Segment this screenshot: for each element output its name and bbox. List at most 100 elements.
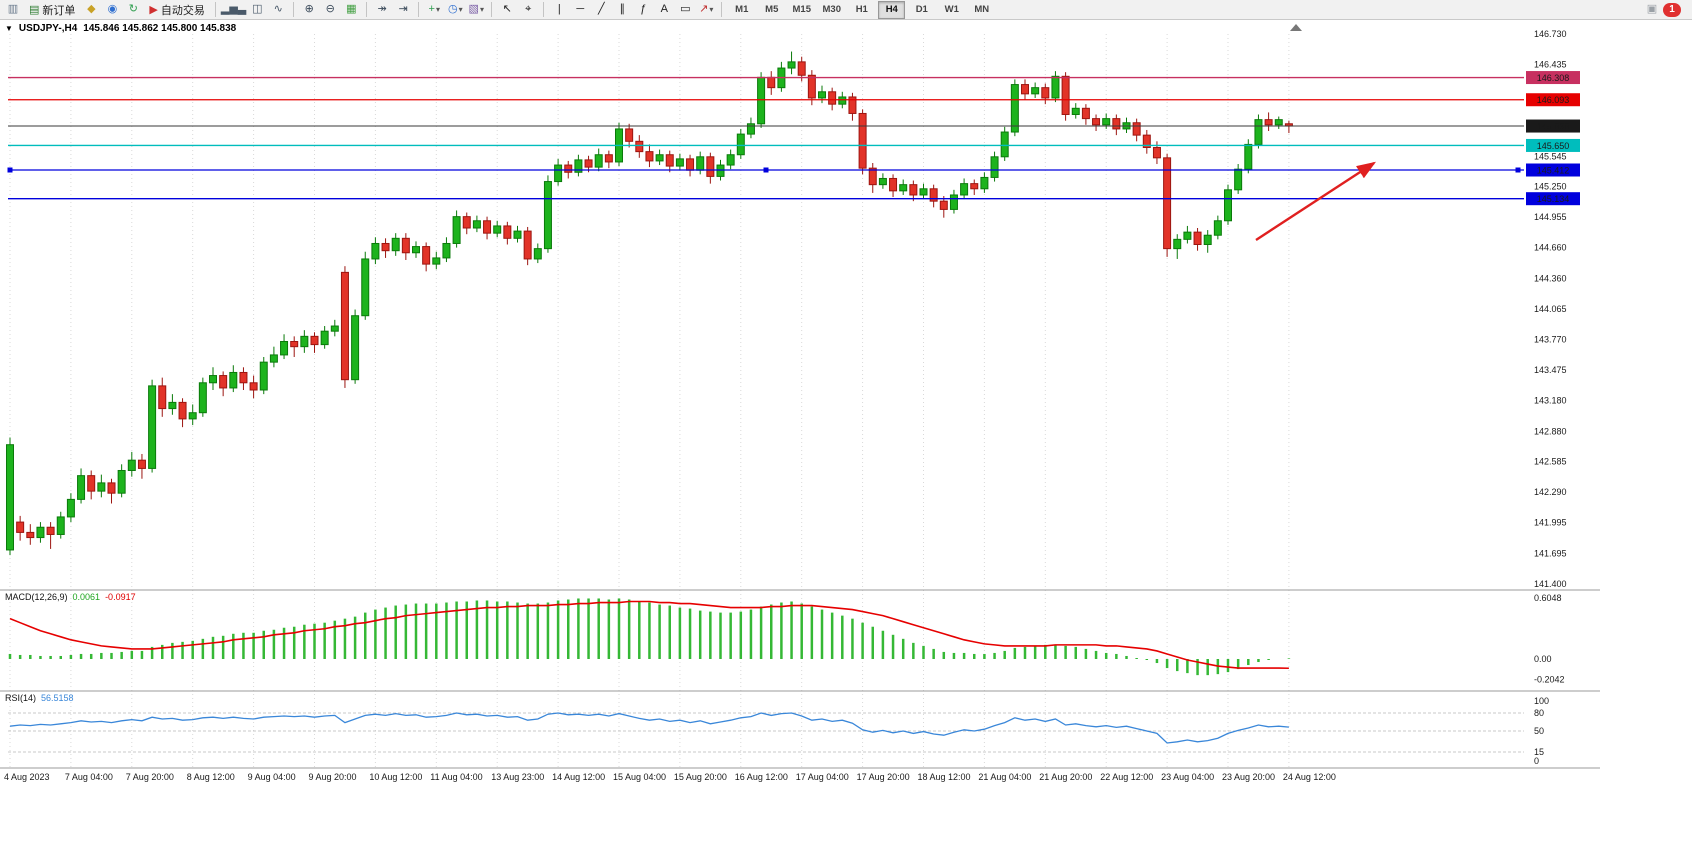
svg-text:144.660: 144.660	[1534, 243, 1567, 253]
timeframe-M5[interactable]: M5	[765, 3, 779, 15]
svg-text:17 Aug 04:00: 17 Aug 04:00	[796, 772, 849, 782]
tile-windows-icon[interactable]: ▦	[346, 2, 357, 15]
arrows-tool-icon[interactable]: ↗▾	[699, 2, 714, 15]
candle-body	[87, 475, 96, 492]
candle-body	[594, 154, 603, 168]
candle-body	[980, 176, 989, 190]
new-chart-icon[interactable]: ▥	[7, 2, 19, 15]
timeframe-D1[interactable]: D1	[915, 3, 928, 15]
channel-tool-icon[interactable]: ∥	[619, 2, 626, 15]
candle-body	[26, 531, 35, 539]
candle-body	[462, 216, 471, 229]
svg-text:16 Aug 12:00: 16 Aug 12:00	[735, 772, 788, 782]
refresh-icon[interactable]: ↻	[128, 2, 139, 15]
timeframe-M30[interactable]: M30	[822, 3, 841, 15]
hline-handle[interactable]	[7, 167, 13, 173]
vertical-line-tool-icon[interactable]: |	[557, 2, 561, 15]
chart-canvas[interactable]: 146.730 146.435 145.545 145.250 144.955 144.6…	[0, 20, 1692, 851]
price-axis[interactable]: 146.730 146.435 145.545 145.250 144.955 144.6…	[1534, 29, 1567, 589]
svg-text:0.6048: 0.6048	[1534, 593, 1562, 603]
candle-body	[1193, 231, 1202, 246]
timeframe-MN[interactable]: MN	[974, 3, 990, 15]
candle-body	[1031, 87, 1040, 95]
templates-icon[interactable]: ▧▾	[468, 2, 484, 15]
timeframe-W1[interactable]: W1	[944, 3, 959, 15]
candle-body	[188, 412, 197, 420]
candle-body	[949, 194, 958, 210]
candle-body	[675, 158, 684, 167]
candle-body	[401, 237, 410, 254]
candle-body	[564, 164, 573, 173]
arrow-annotation[interactable]	[1255, 161, 1377, 242]
svg-text:15 Aug 20:00: 15 Aug 20:00	[674, 772, 727, 782]
svg-text:143.180: 143.180	[1534, 395, 1567, 405]
svg-text:21 Aug 04:00: 21 Aug 04:00	[978, 772, 1031, 782]
candle-body	[1010, 84, 1019, 133]
candle-body	[432, 257, 441, 265]
candle-body	[625, 128, 634, 142]
cursor-icon[interactable]: ↖	[502, 2, 512, 15]
chart-shift-marker[interactable]	[1290, 24, 1302, 31]
timeframe-M1[interactable]: M1	[735, 3, 749, 15]
candle-body	[412, 246, 420, 254]
timeframe-H1[interactable]: H1	[855, 3, 868, 15]
fibonacci-tool-icon[interactable]: ƒ	[640, 2, 647, 15]
periods-icon[interactable]: ◷▾	[447, 2, 463, 15]
candle-body	[818, 91, 826, 99]
timeframe-M15[interactable]: M15	[792, 3, 811, 15]
price-badge	[1526, 138, 1580, 152]
arrows-tool-dropdown-icon[interactable]: ▾	[709, 4, 714, 14]
hline-handle[interactable]	[763, 167, 769, 173]
line-chart-icon[interactable]: ∿	[273, 2, 283, 15]
notification-badge[interactable]: 1	[1663, 2, 1681, 17]
candle-body	[178, 401, 187, 420]
zoom-in-icon[interactable]: ⊕	[304, 2, 314, 15]
svg-text:145.838: 145.838	[1537, 122, 1570, 132]
candle-body	[340, 271, 349, 381]
timeframe-H4[interactable]: H4	[878, 0, 906, 19]
candle-body	[574, 159, 583, 173]
candle-body	[1183, 231, 1192, 240]
indicators-icon[interactable]: +▾	[428, 2, 440, 15]
horizontal-line-tool-icon[interactable]: ─	[576, 2, 585, 15]
profiles-icon[interactable]: ◆	[87, 2, 96, 15]
chart-menu-icon[interactable]: ▼	[5, 24, 13, 33]
text-tool-icon[interactable]: A	[660, 2, 668, 15]
crosshair-icon[interactable]: ⌖	[525, 2, 532, 15]
notification-icon[interactable]: ▣	[1646, 2, 1658, 15]
market-watch-icon[interactable]: ◉	[107, 2, 118, 15]
candle-body	[828, 91, 837, 105]
svg-text:145.412: 145.412	[1537, 166, 1570, 176]
new-order-button[interactable]: ▤ 新订单	[24, 1, 80, 19]
trendline-tool-icon[interactable]: ╱	[597, 2, 605, 15]
toolbar: ▥ ▤ 新订单 ◆ ◉ ↻ ▶ 自动交易 ▂▅▃ ◫ ∿ ⊕ ⊖ ▦ ↠ ⇥ +▾ ◷▾ ▧▾ ↖ ⌖ | ─ ╱ ∥ ƒ A ▭ ↗▾…	[0, 0, 1692, 20]
candlestick-chart-icon[interactable]: ◫	[252, 2, 263, 15]
candle-body	[391, 237, 400, 252]
label-tool-icon[interactable]: ▭	[680, 2, 691, 15]
candle-body	[889, 177, 898, 192]
svg-text:143.770: 143.770	[1534, 334, 1567, 344]
time-axis[interactable]: 4 Aug 2023 7 Aug 04:00 7 Aug 20:00 8 Aug 12…	[4, 772, 1336, 782]
bar-chart-icon[interactable]: ▂▅▃	[220, 2, 247, 15]
zoom-out-icon[interactable]: ⊖	[325, 2, 335, 15]
candle-body	[1254, 119, 1263, 145]
rsi-line	[9, 712, 1289, 744]
candle-body	[767, 76, 776, 89]
candle-body	[219, 375, 228, 389]
svg-text:144.955: 144.955	[1534, 212, 1567, 222]
auto-scroll-icon[interactable]: ↠	[377, 2, 387, 15]
autotrading-button[interactable]: ▶ 自动交易	[144, 1, 209, 19]
templates-dropdown-icon[interactable]: ▾	[479, 4, 484, 14]
candle-body	[280, 341, 289, 356]
candle-body	[137, 459, 146, 469]
indicators-dropdown-icon[interactable]: ▾	[435, 4, 440, 14]
autotrading-icon: ▶	[149, 4, 158, 16]
hline-handle[interactable]	[1515, 167, 1521, 173]
svg-text:0.00: 0.00	[1534, 654, 1552, 664]
periods-dropdown-icon[interactable]: ▾	[458, 4, 463, 14]
candle-body	[746, 123, 755, 135]
candle-body	[259, 361, 268, 391]
chart-window[interactable]: 146.730 146.435 145.545 145.250 144.955 144.6…	[0, 20, 1692, 851]
chart-shift-icon[interactable]: ⇥	[398, 2, 408, 15]
